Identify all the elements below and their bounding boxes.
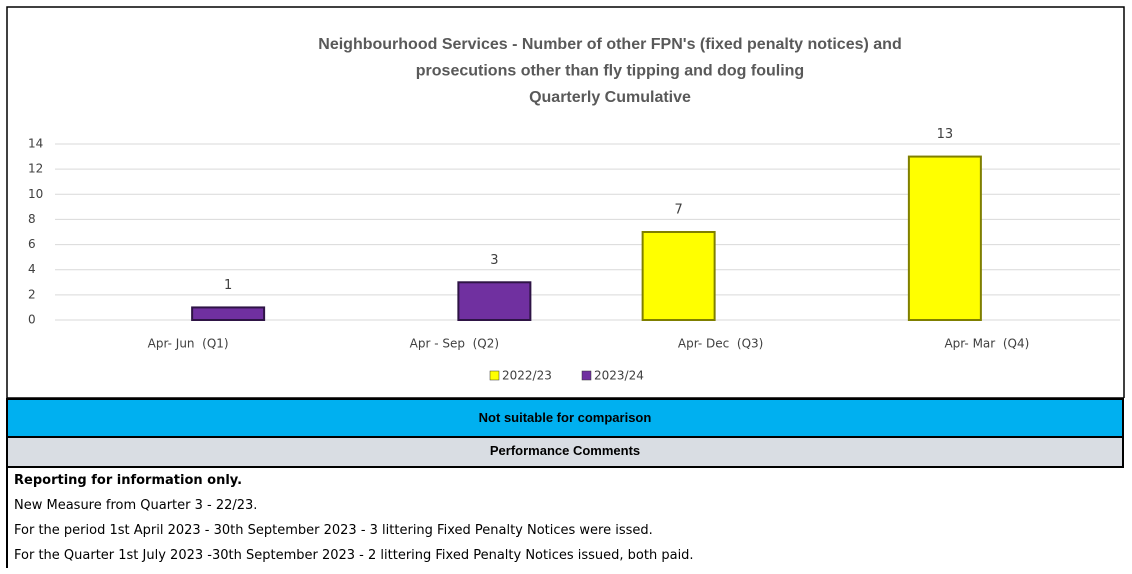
y-tick-label: 8 [28,212,36,226]
y-tick-label: 14 [28,137,43,151]
comments-lead: Reporting for information only. [14,473,243,488]
bar [191,306,266,321]
y-tick-label: 4 [28,262,36,276]
chart-title: Neighbourhood Services - Number of other… [318,36,901,53]
comment-line: For the period 1st April 2023 - 30th Sep… [14,523,653,538]
data-label: 1 [224,278,232,293]
legend-swatch [581,370,592,381]
y-tick-label: 6 [28,237,36,251]
data-label: 3 [490,253,498,268]
chart-title: Quarterly Cumulative [529,89,691,106]
comment-line: For the Quarter 1st July 2023 -30th Sept… [14,548,694,563]
data-label: 7 [674,203,682,218]
x-tick-label: Apr- Jun (Q1) [148,337,229,351]
legend-label: 2022/23 [502,369,552,383]
bar [907,155,982,321]
y-tick-label: 2 [28,287,36,301]
chart: Neighbourhood Services - Number of other… [6,6,1125,398]
bar [457,281,532,321]
comment-line: New Measure from Quarter 3 - 22/23. [14,498,258,513]
x-tick-label: Apr- Dec (Q3) [678,337,763,351]
legend-swatch [489,370,500,381]
bar [641,231,716,321]
y-tick-label: 10 [28,187,43,201]
comments-heading: Performance Comments [6,438,1124,468]
legend-label: 2023/24 [594,369,644,383]
comments: Reporting for information only. New Meas… [6,468,1124,568]
data-label: 13 [937,127,954,142]
comparison-banner: Not suitable for comparison [6,398,1124,438]
y-tick-label: 0 [28,313,36,327]
x-tick-label: Apr- Mar (Q4) [944,337,1029,351]
x-tick-label: Apr - Sep (Q2) [410,337,499,351]
y-tick-label: 12 [28,162,43,176]
chart-title: prosecutions other than fly tipping and … [416,63,804,80]
